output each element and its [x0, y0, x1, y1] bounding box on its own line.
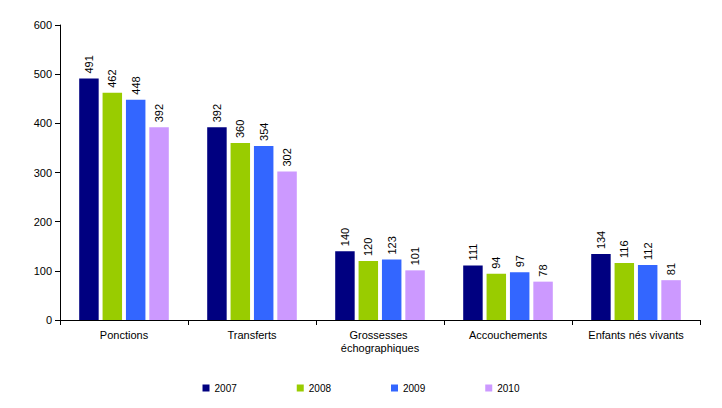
svg-text:462: 462 [106, 69, 118, 87]
svg-text:81: 81 [665, 263, 677, 275]
svg-text:500: 500 [34, 68, 52, 80]
svg-text:392: 392 [153, 104, 165, 122]
svg-text:360: 360 [234, 120, 246, 138]
svg-text:2008: 2008 [309, 383, 332, 394]
svg-text:116: 116 [618, 240, 630, 258]
svg-text:Enfants nés vivants: Enfants nés vivants [588, 329, 684, 341]
svg-text:Ponctions: Ponctions [100, 329, 149, 341]
svg-text:300: 300 [34, 167, 52, 179]
svg-text:134: 134 [595, 231, 607, 249]
svg-text:2009: 2009 [403, 383, 426, 394]
svg-text:200: 200 [34, 216, 52, 228]
svg-text:400: 400 [34, 117, 52, 129]
svg-text:491: 491 [83, 55, 95, 73]
svg-text:Transferts: Transferts [227, 329, 277, 341]
svg-text:0: 0 [46, 314, 52, 326]
svg-text:302: 302 [281, 148, 293, 166]
svg-text:392: 392 [211, 104, 223, 122]
svg-text:101: 101 [409, 247, 421, 265]
svg-text:2007: 2007 [215, 383, 238, 394]
svg-text:échographiques: échographiques [341, 342, 420, 354]
svg-text:100: 100 [34, 265, 52, 277]
svg-text:94: 94 [490, 257, 502, 269]
svg-text:2010: 2010 [497, 383, 520, 394]
svg-text:Accouchements: Accouchements [469, 329, 548, 341]
svg-text:Grossesses: Grossesses [349, 329, 410, 341]
svg-text:111: 111 [467, 244, 479, 261]
svg-text:600: 600 [34, 19, 52, 31]
svg-text:354: 354 [258, 123, 270, 141]
svg-text:140: 140 [339, 228, 351, 246]
svg-text:78: 78 [537, 264, 549, 276]
svg-text:123: 123 [386, 236, 398, 254]
svg-text:97: 97 [514, 255, 526, 267]
svg-text:112: 112 [642, 242, 654, 260]
svg-text:448: 448 [130, 76, 142, 94]
svg-text:120: 120 [362, 238, 374, 256]
